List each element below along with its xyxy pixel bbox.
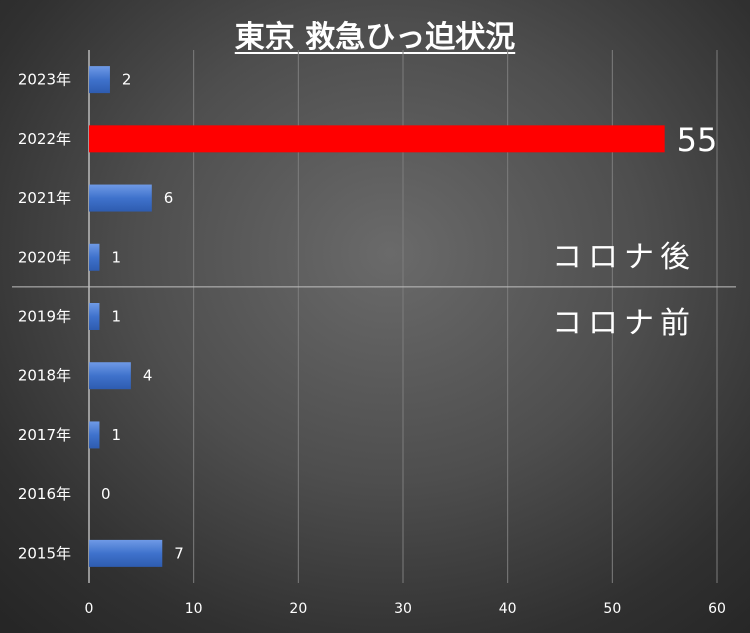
bar [89,184,152,212]
category-label: 2023年 [18,71,71,89]
chart-title-text: 東京 救急ひっ迫状況 [234,20,516,55]
category-label: 2018年 [18,367,71,385]
x-tick-label: 20 [289,601,307,617]
category-label: 2021年 [18,189,71,207]
chart-title: 東京 救急ひっ迫状況 [0,18,750,58]
value-label-highlight: 55 [677,121,718,159]
value-label: 0 [101,485,111,503]
annotation-before-corona: コロナ前 [552,306,696,341]
category-label: 2015年 [18,544,71,562]
x-tick-label: 40 [499,601,517,617]
value-label: 7 [174,544,184,562]
x-tick-label: 60 [708,601,726,617]
x-tick-label: 50 [603,601,621,617]
category-label: 2019年 [18,308,71,326]
category-label: 2016年 [18,485,71,503]
category-label: 2022年 [18,130,71,148]
x-tick-label: 10 [185,601,203,617]
bar [89,362,131,390]
value-label: 1 [111,248,121,266]
bar [89,66,110,94]
annotation-after-corona: コロナ後 [552,240,696,275]
x-tick-label: 30 [394,601,412,617]
value-label: 6 [164,189,174,207]
bar [89,421,100,449]
value-label: 2 [122,71,132,89]
bar [89,539,163,567]
bar [89,303,100,330]
x-tick-label: 0 [85,601,94,617]
value-label: 4 [143,367,153,385]
category-label: 2017年 [18,426,71,444]
bar-highlight [89,125,665,153]
value-label: 1 [111,308,121,326]
value-label: 1 [111,426,121,444]
category-label: 2020年 [18,248,71,266]
bar [89,243,100,271]
